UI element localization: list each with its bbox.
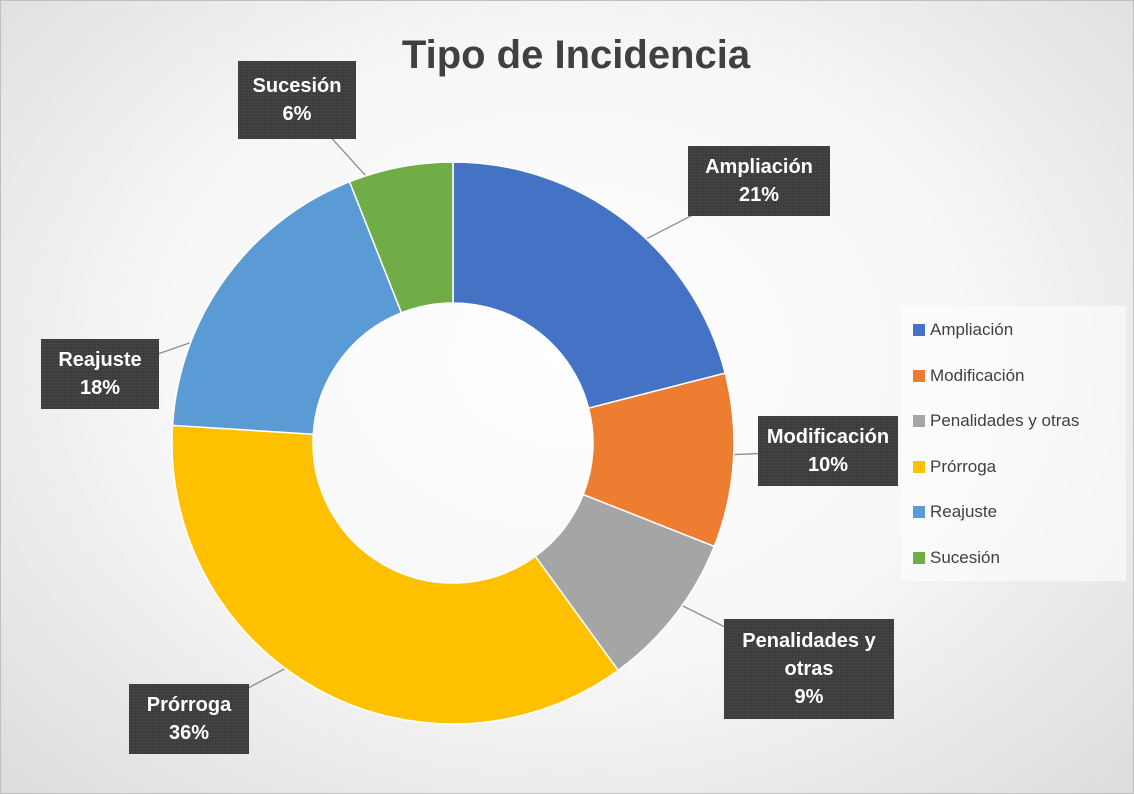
legend-item: Penalidades y otras: [913, 411, 1079, 431]
data-label-value: 9%: [794, 686, 824, 708]
legend: Ampliación Modificación Penalidades y otra…: [901, 306, 1126, 581]
legend-swatch: [913, 324, 925, 336]
legend-swatch: [913, 460, 925, 473]
legend-item: Sucesión: [913, 548, 1000, 568]
data-label-value: 10%: [807, 454, 849, 476]
data-label-category: Penalidades y otras: [742, 630, 876, 680]
legend-label: Reajuste: [930, 502, 998, 521]
data-label-value: 18%: [79, 377, 121, 399]
legend-label: Sucesión: [930, 547, 1000, 567]
legend-item: Ampliación: [913, 320, 1013, 340]
legend-label: Ampliación: [930, 320, 1014, 339]
data-label-category: Ampliación: [705, 156, 813, 178]
data-label-category: Reajuste: [58, 349, 142, 371]
legend-item: Modificación: [913, 366, 1025, 386]
legend-swatch: [913, 415, 925, 427]
chart-title: Tipo de Incidencia: [401, 33, 751, 77]
data-label-value: 36%: [168, 722, 210, 744]
data-label: Reajuste 18%: [41, 339, 159, 409]
donut-slice: [171, 424, 620, 725]
data-label: Sucesión 6%: [238, 61, 356, 139]
legend-swatch: [913, 369, 925, 382]
data-label-value: 6%: [282, 103, 312, 125]
data-label: Modificación 10%: [758, 416, 898, 486]
legend-label: Modificación: [930, 365, 1025, 385]
data-label-value: 21%: [738, 184, 780, 206]
legend-swatch: [913, 551, 925, 564]
data-label-category: Modificación: [766, 426, 890, 448]
legend-item: Prórroga: [913, 457, 996, 477]
legend-item: Reajuste: [913, 502, 997, 522]
donut-slice: [348, 161, 454, 314]
data-label: Prórroga 36%: [129, 684, 249, 754]
data-label-category: Sucesión: [252, 75, 342, 97]
donut-slice: [171, 180, 403, 436]
data-label: Ampliación 21%: [688, 146, 830, 216]
legend-swatch: [913, 506, 925, 518]
data-label-category: Prórroga: [146, 694, 232, 716]
legend-label: Penalidades y otras: [930, 411, 1080, 430]
legend-label: Prórroga: [930, 456, 997, 476]
data-label: Penalidades y otras 9%: [724, 619, 894, 719]
donut-slice: [452, 161, 727, 410]
